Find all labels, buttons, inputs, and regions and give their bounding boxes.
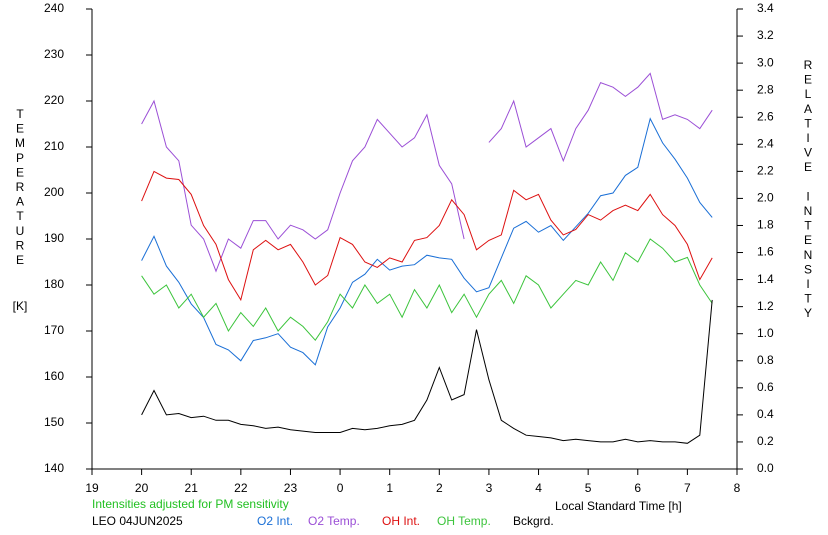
series-line <box>141 72 713 273</box>
x-tick-label: 20 <box>135 481 149 495</box>
note: Intensities adjusted for PM sensitivity <box>92 497 289 511</box>
x-tick-label: 1 <box>386 481 393 495</box>
y2-tick-label: 1.8 <box>757 218 774 232</box>
y-tick-label: 170 <box>44 323 64 337</box>
x-tick-label: 21 <box>185 481 199 495</box>
x-tick-label: 19 <box>85 481 99 495</box>
x-tick-label: 0 <box>337 481 344 495</box>
x-tick-label: 7 <box>684 481 691 495</box>
y-tick-label: 140 <box>44 461 64 475</box>
y2-tick-label: 2.0 <box>757 191 774 205</box>
y2-tick-label: 1.4 <box>757 272 774 286</box>
x-tick-label: 4 <box>535 481 542 495</box>
series-line <box>141 299 713 444</box>
y-tick-label: 160 <box>44 369 64 383</box>
station: LEO 04JUN2025 <box>92 514 183 528</box>
legend-entry: Bckgrd. <box>513 514 554 528</box>
y-tick-label: 240 <box>44 1 64 15</box>
legend-entry: OH Int. <box>382 514 420 528</box>
x-tick-label: 23 <box>284 481 298 495</box>
y2-tick-label: 0.4 <box>757 407 774 421</box>
x-tick-label: 5 <box>585 481 592 495</box>
x-tick-label: 8 <box>734 481 741 495</box>
series-line <box>141 238 713 342</box>
y-tick-label: 210 <box>44 139 64 153</box>
legend-entry: O2 Int. <box>257 514 293 528</box>
y2-tick-label: 2.6 <box>757 109 774 123</box>
y-tick-label: 220 <box>44 93 64 107</box>
series-line <box>141 170 713 302</box>
y2-tick-label: 1.0 <box>757 326 774 340</box>
y2-tick-label: 2.2 <box>757 164 774 178</box>
x-axis-label: Local Standard Time [h] <box>555 499 682 513</box>
legend-entry: O2 Temp. <box>308 514 360 528</box>
y-tick-label: 200 <box>44 185 64 199</box>
x-tick-label: 2 <box>436 481 443 495</box>
legend-entry: OH Temp. <box>437 514 491 528</box>
y2-tick-label: 0.0 <box>757 461 774 475</box>
y2-tick-label: 3.4 <box>757 1 774 15</box>
y2-tick-label: 3.2 <box>757 28 774 42</box>
y2-tick-label: 1.6 <box>757 245 774 259</box>
y2-tick-label: 2.8 <box>757 82 774 96</box>
y-tick-label: 150 <box>44 415 64 429</box>
y2-tick-label: 0.8 <box>757 353 774 367</box>
y2-tick-label: 3.0 <box>757 55 774 69</box>
y-tick-label: 180 <box>44 277 64 291</box>
series-line <box>141 117 713 366</box>
y-axis-unit: [K] <box>13 299 28 313</box>
y-tick-label: 190 <box>44 231 64 245</box>
y2-tick-label: 2.4 <box>757 136 774 150</box>
y-tick-label: 230 <box>44 47 64 61</box>
x-tick-label: 6 <box>634 481 641 495</box>
y2-tick-label: 1.2 <box>757 299 774 313</box>
x-tick-label: 3 <box>486 481 493 495</box>
x-tick-label: 22 <box>234 481 248 495</box>
y2-tick-label: 0.6 <box>757 380 774 394</box>
y2-tick-label: 0.2 <box>757 434 774 448</box>
